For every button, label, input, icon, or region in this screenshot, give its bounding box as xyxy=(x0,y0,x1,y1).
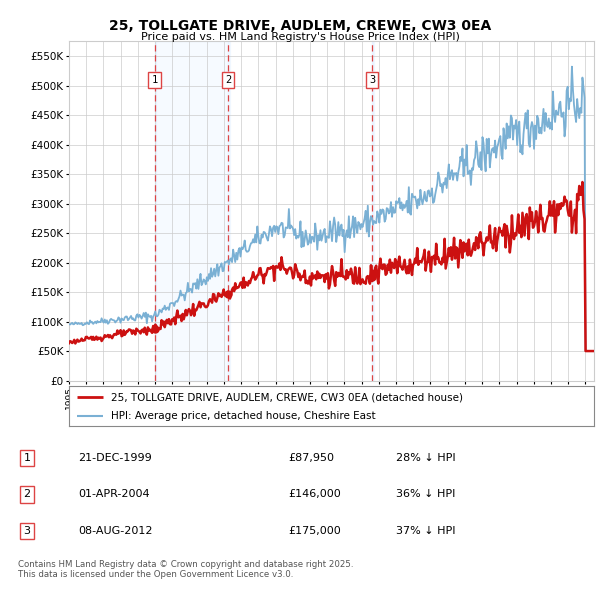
Text: HPI: Average price, detached house, Cheshire East: HPI: Average price, detached house, Ches… xyxy=(111,411,376,421)
Bar xyxy=(155,41,228,381)
Text: 2: 2 xyxy=(23,490,31,499)
Text: 1: 1 xyxy=(23,453,31,463)
Text: 25, TOLLGATE DRIVE, AUDLEM, CREWE, CW3 0EA (detached house): 25, TOLLGATE DRIVE, AUDLEM, CREWE, CW3 0… xyxy=(111,392,463,402)
Text: 08-AUG-2012: 08-AUG-2012 xyxy=(78,526,152,536)
Text: 36% ↓ HPI: 36% ↓ HPI xyxy=(396,490,455,499)
Text: Contains HM Land Registry data © Crown copyright and database right 2025.
This d: Contains HM Land Registry data © Crown c… xyxy=(18,560,353,579)
Text: 37% ↓ HPI: 37% ↓ HPI xyxy=(396,526,455,536)
Bar xyxy=(372,41,373,381)
Text: £87,950: £87,950 xyxy=(288,453,334,463)
Text: £146,000: £146,000 xyxy=(288,490,341,499)
Text: 28% ↓ HPI: 28% ↓ HPI xyxy=(396,453,455,463)
Text: £175,000: £175,000 xyxy=(288,526,341,536)
Bar xyxy=(372,41,374,381)
Text: 01-APR-2004: 01-APR-2004 xyxy=(78,490,149,499)
Text: 3: 3 xyxy=(23,526,31,536)
Text: 1: 1 xyxy=(151,75,158,84)
Text: 25, TOLLGATE DRIVE, AUDLEM, CREWE, CW3 0EA: 25, TOLLGATE DRIVE, AUDLEM, CREWE, CW3 0… xyxy=(109,19,491,33)
Text: 21-DEC-1999: 21-DEC-1999 xyxy=(78,453,152,463)
Bar xyxy=(228,41,230,381)
Text: 2: 2 xyxy=(225,75,232,84)
Text: Price paid vs. HM Land Registry's House Price Index (HPI): Price paid vs. HM Land Registry's House … xyxy=(140,32,460,42)
Bar xyxy=(155,41,156,381)
Text: 3: 3 xyxy=(369,75,375,84)
